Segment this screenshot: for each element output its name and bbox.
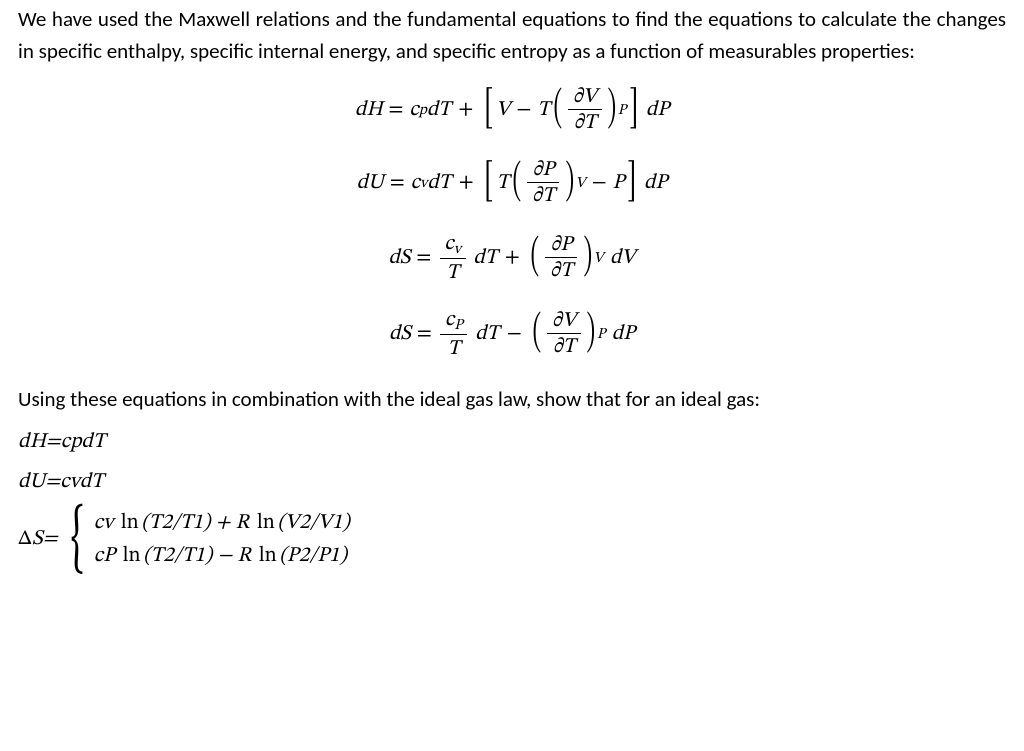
dH-lhs: dH — [355, 97, 383, 123]
dU-lhs: dU — [357, 170, 384, 196]
dT: dT — [468, 245, 497, 271]
lhs: dH — [18, 429, 46, 455]
equals: = — [382, 97, 409, 123]
result-dU: dU = cvdT — [18, 469, 1006, 495]
cv-sub: v — [420, 173, 427, 193]
brace-left: { — [71, 509, 85, 569]
partial-dV-dT: ∂V ∂T — [568, 85, 602, 134]
dP: dP — [642, 97, 669, 123]
sub-v: v — [70, 469, 80, 495]
delta-S-row2: cP ln(T2/T1) − R ln(P2/P1) — [94, 543, 350, 569]
delta-S-row1: cv ln(T2/T1) + R ln(V2/V1) — [94, 510, 350, 536]
pd-num: ∂P — [545, 233, 577, 258]
dT: dT — [427, 97, 451, 123]
minus: − — [499, 321, 529, 347]
equals: = — [45, 469, 60, 495]
paren-right: ) — [565, 164, 574, 201]
c: c — [60, 469, 69, 495]
plus: + — [497, 245, 527, 271]
equals: = — [384, 170, 411, 196]
equation-dS-cv: dS = cv T dT + ( ∂P ∂T ) V dV — [18, 232, 1006, 284]
pd-den: ∂T — [527, 183, 559, 207]
c: c — [61, 429, 70, 455]
dP: dP — [640, 170, 667, 196]
T: T — [440, 335, 467, 359]
plus: + — [451, 97, 481, 123]
page: We have used the Maxwell relations and t… — [0, 0, 1024, 570]
lhs: dU — [18, 469, 45, 495]
sub-v: v — [454, 241, 461, 257]
subscript-P: P — [618, 100, 627, 120]
equals: = — [411, 321, 438, 347]
equals: = — [410, 245, 437, 271]
result-dH: dH = cpdT — [18, 429, 1006, 455]
equation-dH: dH = cpdT + [ V − T ( ∂V ∂T ) P ] dP — [18, 85, 1006, 134]
cp-over-T: cP T — [440, 308, 467, 360]
V: V — [496, 97, 510, 123]
plus: + — [451, 170, 481, 196]
intro-paragraph: We have used the Maxwell relations and t… — [18, 4, 1006, 67]
equation-dS-cp: dS = cP T dT − ( ∂V ∂T ) P dP — [18, 308, 1006, 360]
pd-den: ∂T — [545, 258, 577, 282]
subscript-V: V — [593, 248, 603, 268]
bracket-right: ] — [629, 91, 638, 128]
minus: − — [510, 97, 537, 123]
minus: − — [586, 170, 613, 196]
cp-sub: p — [419, 100, 427, 120]
dS-lhs: dS — [388, 245, 410, 271]
paren-right: ) — [583, 239, 592, 276]
paren-left: ( — [513, 164, 522, 201]
partial-dV-dT: ∂V ∂T — [547, 309, 581, 358]
dT: dT — [427, 170, 451, 196]
paren-right: ) — [608, 91, 617, 128]
T: T — [497, 170, 510, 196]
dT: dT — [80, 469, 104, 495]
dT: dT — [81, 429, 105, 455]
paren-left: ( — [533, 315, 542, 352]
pd-den: ∂T — [547, 334, 581, 358]
pd-num: ∂V — [547, 309, 581, 334]
paren-left: ( — [553, 91, 562, 128]
bracket-left: [ — [484, 91, 493, 128]
T: T — [440, 259, 466, 283]
T: T — [537, 97, 550, 123]
cp-c: c — [409, 97, 418, 123]
dP: dP — [605, 321, 635, 347]
equals: = — [46, 429, 61, 455]
c: c — [444, 233, 453, 254]
cv-over-T: cv T — [440, 232, 466, 284]
pd-den: ∂T — [568, 110, 602, 134]
result-delta-S: ΔS = { cv ln(T2/T1) + R ln(V2/V1) cP ln(… — [18, 509, 1006, 569]
paren-right: ) — [587, 315, 596, 352]
bracket-left: [ — [484, 164, 493, 201]
equation-dU: dU = cvdT + [ T ( ∂P ∂T ) V − P ] dP — [18, 158, 1006, 207]
partial-dP-dT: ∂P ∂T — [527, 158, 559, 207]
sub-P: P — [454, 317, 463, 333]
pd-num: ∂P — [527, 158, 559, 183]
cv-c: c — [411, 170, 420, 196]
dT: dT — [470, 321, 499, 347]
bracket-right: ] — [628, 164, 637, 201]
dV: dV — [604, 245, 636, 271]
partial-dP-dT: ∂P ∂T — [545, 233, 577, 282]
c: c — [445, 309, 454, 330]
sub-p: p — [70, 429, 81, 455]
subscript-P: P — [597, 324, 606, 344]
equals: = — [43, 526, 58, 552]
subscript-V: V — [575, 173, 585, 193]
paren-left: ( — [531, 239, 540, 276]
P: P — [613, 170, 625, 196]
dS-lhs: dS — [389, 321, 411, 347]
pd-num: ∂V — [568, 85, 602, 110]
prompt-paragraph: Using these equations in combination wit… — [18, 384, 1006, 416]
